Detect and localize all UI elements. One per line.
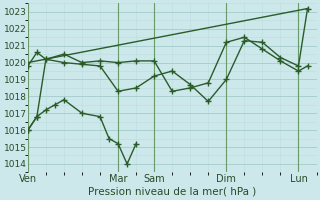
- X-axis label: Pression niveau de la mer( hPa ): Pression niveau de la mer( hPa ): [88, 187, 256, 197]
